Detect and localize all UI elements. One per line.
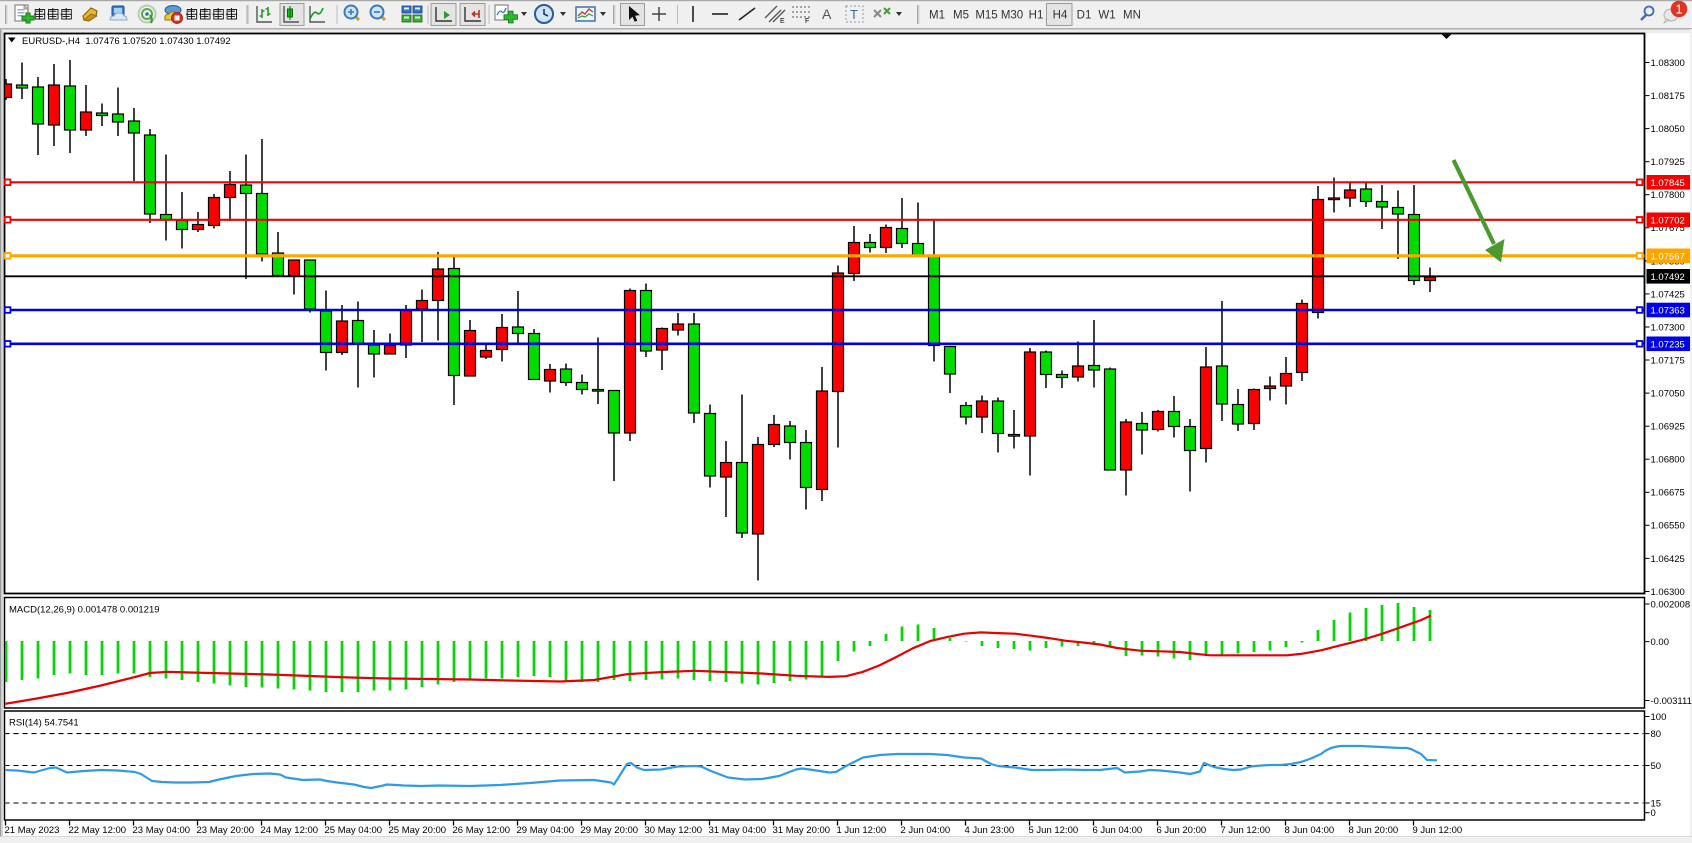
svg-text:6 Jun 20:00: 6 Jun 20:00: [1157, 825, 1207, 836]
svg-text:0.002008: 0.002008: [1651, 599, 1691, 610]
svg-text:26 May 12:00: 26 May 12:00: [453, 825, 511, 836]
svg-text:5 Jun 12:00: 5 Jun 12:00: [1029, 825, 1079, 836]
svg-text:A: A: [822, 6, 832, 22]
svg-text:100: 100: [1651, 712, 1667, 723]
svg-text:23 May 04:00: 23 May 04:00: [133, 825, 191, 836]
svg-text:M15: M15: [975, 10, 997, 22]
svg-text:15: 15: [1651, 798, 1662, 809]
svg-text:1.06425: 1.06425: [1651, 554, 1685, 565]
svg-text:25 May 20:00: 25 May 20:00: [389, 825, 447, 836]
svg-text:1 Jun 12:00: 1 Jun 12:00: [837, 825, 887, 836]
svg-text:1.07675: 1.07675: [1651, 223, 1685, 234]
svg-text:1.07567: 1.07567: [1651, 251, 1685, 262]
svg-text:29 May 04:00: 29 May 04:00: [517, 825, 575, 836]
svg-text:1.07425: 1.07425: [1651, 289, 1685, 300]
svg-text:MN: MN: [1123, 10, 1141, 22]
svg-text:1.07702: 1.07702: [1651, 215, 1685, 226]
svg-text:M1: M1: [929, 10, 945, 22]
svg-text:1: 1: [1676, 3, 1683, 17]
svg-text:M30: M30: [1001, 10, 1023, 22]
svg-text:1.06300: 1.06300: [1651, 587, 1685, 598]
svg-text:W1: W1: [1098, 10, 1115, 22]
svg-text:21 May 2023: 21 May 2023: [5, 825, 60, 836]
svg-text:4 Jun 23:00: 4 Jun 23:00: [965, 825, 1015, 836]
svg-text:1.08050: 1.08050: [1651, 124, 1685, 135]
svg-text:23 May 20:00: 23 May 20:00: [197, 825, 255, 836]
svg-text:1.07363: 1.07363: [1651, 306, 1685, 317]
svg-text:1.07925: 1.07925: [1651, 157, 1685, 168]
svg-text:22 May 12:00: 22 May 12:00: [69, 825, 127, 836]
svg-text:1.07492: 1.07492: [1651, 272, 1685, 283]
svg-text:1.07300: 1.07300: [1651, 322, 1685, 333]
svg-text:D1: D1: [1077, 10, 1092, 22]
svg-text:1.06675: 1.06675: [1651, 488, 1685, 499]
svg-text:30 May 12:00: 30 May 12:00: [645, 825, 703, 836]
svg-text:1.06925: 1.06925: [1651, 422, 1685, 433]
svg-text:E: E: [780, 18, 785, 25]
svg-text:H1: H1: [1029, 10, 1044, 22]
svg-text:2 Jun 04:00: 2 Jun 04:00: [901, 825, 951, 836]
svg-text:RSI(14) 54.7541: RSI(14) 54.7541: [9, 718, 79, 729]
svg-text:8 Jun 04:00: 8 Jun 04:00: [1285, 825, 1335, 836]
svg-text:MACD(12,26,9) 0.001478 0.00121: MACD(12,26,9) 0.001478 0.001219: [9, 605, 160, 616]
svg-text:0: 0: [1651, 808, 1656, 819]
svg-text:1.08175: 1.08175: [1651, 91, 1685, 102]
svg-text:31 May 04:00: 31 May 04:00: [709, 825, 767, 836]
svg-text:1.07845: 1.07845: [1651, 178, 1685, 189]
svg-text:25 May 04:00: 25 May 04:00: [325, 825, 383, 836]
svg-text:T: T: [850, 7, 858, 22]
svg-text:1.06800: 1.06800: [1651, 455, 1685, 466]
svg-text:7 Jun 12:00: 7 Jun 12:00: [1221, 825, 1271, 836]
svg-text:31 May 20:00: 31 May 20:00: [773, 825, 831, 836]
svg-text:9 Jun 12:00: 9 Jun 12:00: [1413, 825, 1463, 836]
svg-text:M5: M5: [953, 10, 969, 22]
svg-text:EURUSD-,H4 1.07476 1.07520 1.: EURUSD-,H4 1.07476 1.07520 1.07430 1.074…: [22, 36, 231, 47]
svg-text:24 May 12:00: 24 May 12:00: [261, 825, 319, 836]
svg-text:80: 80: [1651, 729, 1662, 740]
svg-text:8 Jun 20:00: 8 Jun 20:00: [1349, 825, 1399, 836]
svg-text:6 Jun 04:00: 6 Jun 04:00: [1093, 825, 1143, 836]
svg-text:1.08300: 1.08300: [1651, 58, 1685, 69]
svg-text:-0.003111: -0.003111: [1651, 696, 1692, 707]
svg-text:1.07050: 1.07050: [1651, 389, 1685, 400]
svg-text:0.00: 0.00: [1651, 637, 1670, 648]
svg-text:H4: H4: [1053, 10, 1068, 22]
svg-text:1.07800: 1.07800: [1651, 190, 1685, 201]
svg-text:1.06550: 1.06550: [1651, 521, 1685, 532]
svg-text:29 May 20:00: 29 May 20:00: [581, 825, 639, 836]
svg-text:50: 50: [1651, 761, 1662, 772]
svg-text:1.07235: 1.07235: [1651, 339, 1685, 350]
svg-text:F: F: [805, 18, 809, 25]
svg-text:1.07175: 1.07175: [1651, 355, 1685, 366]
